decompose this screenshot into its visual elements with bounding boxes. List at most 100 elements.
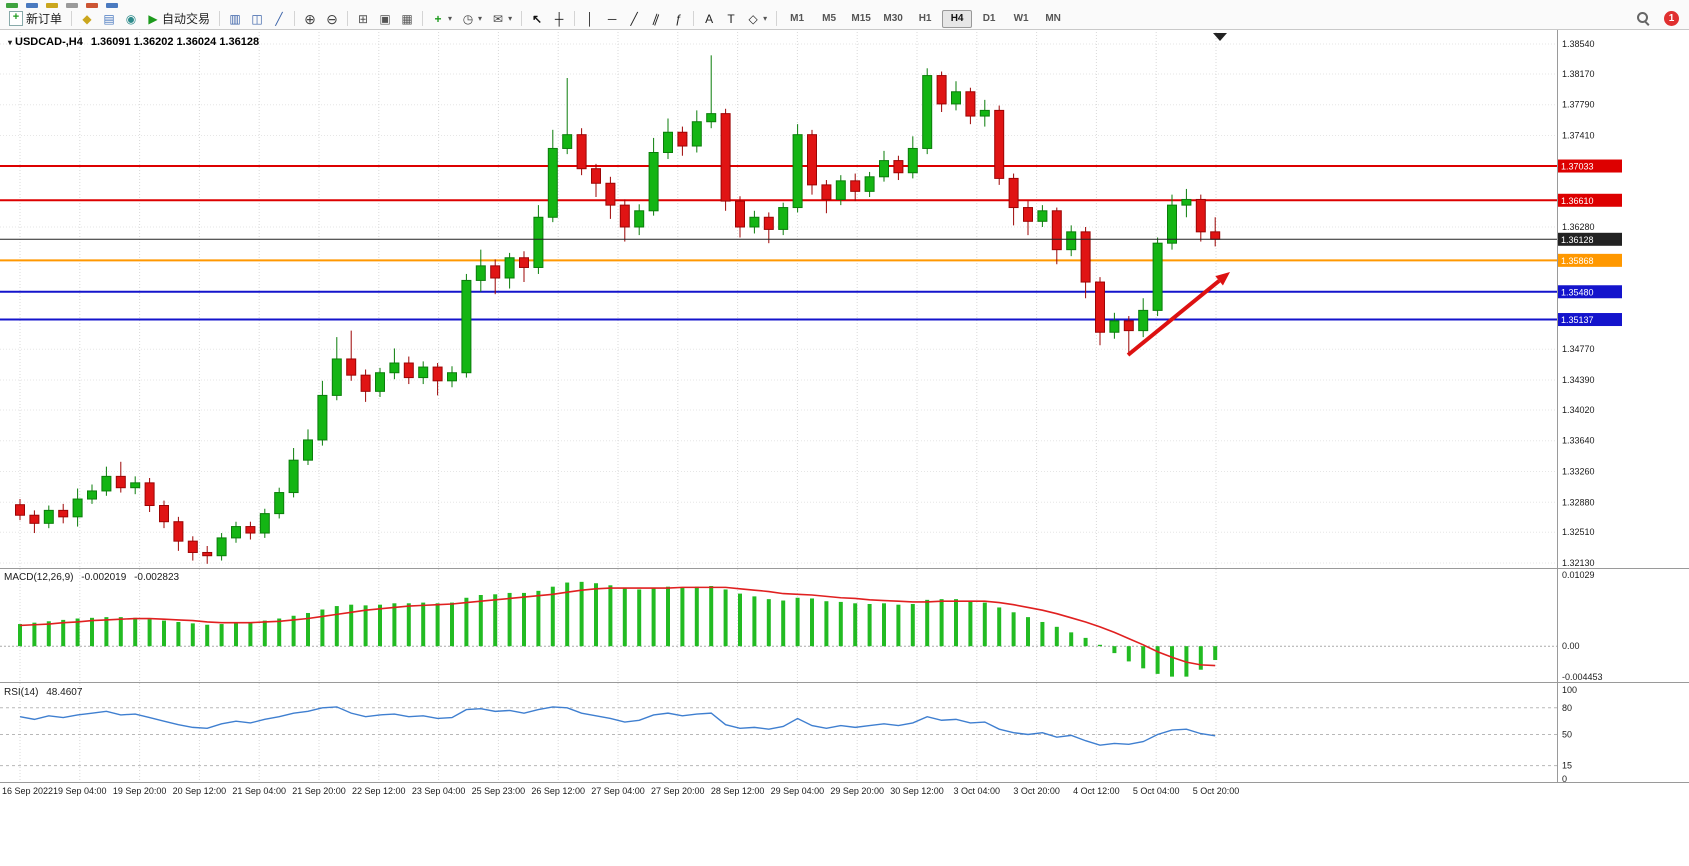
macd-bar xyxy=(147,619,152,647)
macd-bar xyxy=(709,586,714,647)
text-label-icon: T xyxy=(727,11,735,26)
tile-windows-button[interactable]: ⊞ xyxy=(352,9,374,28)
candle-down xyxy=(677,131,688,147)
text-button[interactable]: A xyxy=(698,9,720,28)
text-label-button[interactable]: T xyxy=(720,9,742,28)
candles-layer xyxy=(15,55,1221,564)
date-label: 28 Sep 12:00 xyxy=(711,786,765,796)
candle-up xyxy=(547,147,558,218)
macd-bar xyxy=(1141,646,1146,669)
date-label: 3 Oct 20:00 xyxy=(1013,786,1060,796)
rsi-axis-label: 0 xyxy=(1562,774,1567,784)
trendline-button[interactable]: ╱ xyxy=(623,9,645,28)
chart-collapse-icon[interactable]: ▾ xyxy=(8,38,13,47)
time-axis[interactable]: 16 Sep 2022 19 Sep 04:00 19 Sep 20:00 20 Se… xyxy=(2,786,1239,796)
fibonacci-icon: ƒ xyxy=(674,11,682,26)
macd-bar xyxy=(262,620,267,647)
timeframe-H1[interactable]: H1 xyxy=(918,12,932,24)
macd-bar xyxy=(421,602,426,647)
candle-down xyxy=(605,182,616,206)
timeframe-M1[interactable]: M1 xyxy=(790,12,805,24)
price-axis-label: 1.38540 xyxy=(1562,39,1595,49)
macd-bar xyxy=(810,598,814,647)
timeframe-M5[interactable]: M5 xyxy=(822,12,837,24)
new-chart-button[interactable]: + ▾ xyxy=(427,9,457,28)
arrange-windows-button[interactable]: ▦ xyxy=(396,9,418,28)
market-watch-icon: ◆ xyxy=(82,11,92,26)
clock-icon: ◷ xyxy=(462,11,474,26)
timeframe-D1[interactable]: D1 xyxy=(982,12,996,24)
macd-bar xyxy=(550,586,555,647)
macd-bar xyxy=(234,622,238,647)
candle-up xyxy=(864,176,875,192)
macd-bar xyxy=(1198,646,1203,670)
candlestick-button[interactable]: ◫ xyxy=(246,9,268,28)
macd-bar xyxy=(104,617,109,647)
macd-value: -0.002019 xyxy=(81,572,127,583)
date-label: 16 Sep 2022 xyxy=(2,786,53,796)
date-label: 29 Sep 20:00 xyxy=(830,786,884,796)
macd-axis-label: 0.01029 xyxy=(1562,570,1595,580)
search-button[interactable] xyxy=(1631,9,1656,28)
channel-button[interactable]: ∥ xyxy=(645,9,667,28)
chart-window: 0.01029 0.00 -0.004453 100 80 50 15 0 1.38540 1.3… xyxy=(0,30,1689,866)
template-button[interactable]: ✉ ▾ xyxy=(487,9,517,28)
chart-canvas[interactable]: 0.010290.00-0.00445310080501501.385401.3… xyxy=(0,30,1689,866)
timeframe-M15[interactable]: M15 xyxy=(851,12,871,24)
navigator-button[interactable]: ◉ xyxy=(120,9,142,28)
macd-bar xyxy=(824,601,829,647)
price-axis[interactable]: 1.38540 1.38170 1.37790 1.37410 1.36280 1.347… xyxy=(1558,39,1622,568)
vertical-line-button[interactable]: │ xyxy=(579,9,601,28)
candle-down xyxy=(202,551,213,557)
bar-chart-button[interactable]: ▥ xyxy=(224,9,246,28)
cascade-windows-button[interactable]: ▣ xyxy=(374,9,396,28)
macd-bar xyxy=(954,599,958,647)
price-chip xyxy=(1558,285,1622,299)
main-toolbar: + 新订单 ◆ ▤ ◉ ▶ 自动交易 ▥ ◫ ╱ ⊕ ⊖ xyxy=(0,8,1689,30)
date-label: 27 Sep 20:00 xyxy=(651,786,705,796)
fibonacci-button[interactable]: ƒ xyxy=(667,9,689,28)
shapes-icon: ◇ xyxy=(748,11,758,26)
macd-bar xyxy=(75,618,80,647)
macd-bar xyxy=(1126,646,1131,662)
macd-bar xyxy=(1170,646,1174,677)
candle-up xyxy=(1167,204,1177,244)
market-watch-button[interactable]: ◆ xyxy=(76,9,98,28)
candle-down xyxy=(144,482,155,507)
macd-bar xyxy=(594,583,598,647)
zoom-out-button[interactable]: ⊖ xyxy=(321,9,343,28)
timeframe-M30[interactable]: M30 xyxy=(883,12,903,24)
macd-bar xyxy=(968,601,973,647)
macd-bar xyxy=(723,589,728,647)
clipped-icon xyxy=(106,3,118,8)
trend-arrow-annotation[interactable] xyxy=(1126,272,1230,357)
hlines-layer xyxy=(0,165,1557,321)
shapes-button[interactable]: ◇ ▾ xyxy=(742,9,772,28)
period-button[interactable]: ◷ ▾ xyxy=(457,9,487,28)
timeframe-MN[interactable]: MN xyxy=(1045,12,1061,24)
macd-bar xyxy=(90,617,94,647)
date-label: 19 Sep 20:00 xyxy=(113,786,167,796)
macd-bar xyxy=(608,585,613,647)
timeframe-W1[interactable]: W1 xyxy=(1013,12,1029,24)
autotrading-button[interactable]: ▶ 自动交易 xyxy=(142,9,215,28)
price-chip xyxy=(1558,232,1622,246)
timeframe-H4[interactable]: H4 xyxy=(942,9,973,28)
chart-shift-marker[interactable] xyxy=(1213,33,1227,41)
rsi-panel: 100 80 50 15 0 xyxy=(0,685,1577,784)
autotrading-label: 自动交易 xyxy=(162,12,211,26)
data-window-button[interactable]: ▤ xyxy=(98,9,120,28)
macd-bar xyxy=(622,588,627,647)
notification-badge[interactable]: 1 xyxy=(1664,11,1679,26)
candle-down xyxy=(1123,320,1134,332)
horizontal-line-button[interactable]: ─ xyxy=(601,9,623,28)
macd-bar xyxy=(1155,646,1160,674)
macd-bar xyxy=(378,604,382,647)
crosshair-button[interactable]: ┼ xyxy=(548,9,570,28)
line-chart-button[interactable]: ╱ xyxy=(268,9,290,28)
candle-up xyxy=(375,372,385,392)
zoom-in-button[interactable]: ⊕ xyxy=(299,9,321,28)
cursor-button[interactable]: ↖ xyxy=(526,9,548,28)
new-order-button[interactable]: + 新订单 xyxy=(4,9,67,28)
macd-bar xyxy=(752,596,757,647)
